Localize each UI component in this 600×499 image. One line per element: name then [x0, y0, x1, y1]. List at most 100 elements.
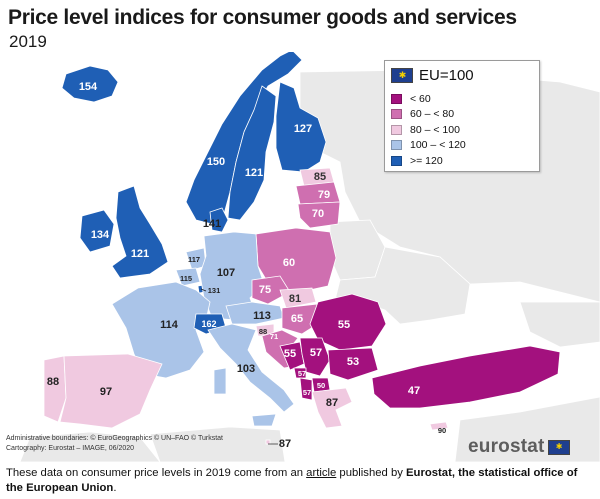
value-label-uk: 121 — [131, 248, 149, 260]
page-title: Price level indices for consumer goods a… — [8, 6, 517, 29]
legend-swatch — [391, 124, 402, 135]
legend-label: 60 – < 80 — [410, 108, 455, 121]
region-serbia — [299, 337, 331, 377]
value-label-cyprus: 90 — [438, 426, 446, 435]
region-poland — [255, 227, 337, 293]
legend-header: ✱ EU=100 — [391, 67, 474, 84]
region-uk — [111, 185, 169, 279]
legend-swatch — [391, 155, 402, 166]
legend-swatch — [391, 93, 402, 104]
value-label-norway: 150 — [207, 156, 225, 168]
region-morocco — [19, 431, 161, 462]
eurostat-wordmark: eurostat — [468, 436, 545, 457]
region-bulgaria — [327, 347, 379, 381]
region-lithuania — [297, 201, 341, 229]
value-label-estonia: 85 — [314, 171, 326, 183]
value-label-hungary: 65 — [291, 313, 303, 325]
caption-part2: published by — [336, 467, 407, 479]
region-algeria-tunisia — [149, 426, 286, 462]
page-subtitle: 2019 — [9, 32, 47, 51]
value-label-iceland: 154 — [79, 81, 98, 93]
value-label-sweden: 121 — [245, 167, 263, 179]
legend-title: EU=100 — [419, 67, 474, 84]
value-label-switzerland: 162 — [201, 319, 216, 329]
legend-row: < 60 — [391, 91, 466, 107]
value-label-montenegro: 57 — [298, 369, 306, 378]
region-belgium — [175, 267, 201, 287]
value-label-luxembourg: 131 — [208, 286, 221, 295]
value-label-portugal: 88 — [47, 376, 59, 388]
value-label-france: 114 — [160, 319, 179, 331]
value-label-poland: 60 — [283, 257, 295, 269]
eu-flag-icon: ✱ — [547, 439, 570, 455]
luxembourg-leader-line — [200, 288, 207, 292]
legend-rows: < 60 60 – < 80 80 – < 100 100 – < 120 >=… — [391, 91, 466, 169]
value-label-bulgaria: 53 — [347, 356, 359, 368]
value-label-czechia: 75 — [259, 284, 271, 296]
value-label-albania: 57 — [303, 388, 311, 397]
value-label-germany: 107 — [217, 267, 235, 279]
region-portugal — [43, 355, 67, 423]
value-label-finland: 127 — [294, 123, 312, 135]
value-label-malta: 87 — [279, 438, 291, 450]
legend-label: >= 120 — [410, 154, 443, 167]
value-label-turkey: 47 — [408, 385, 420, 397]
eu-flag-icon: ✱ — [391, 68, 413, 83]
region-france — [111, 281, 211, 379]
value-label-romania: 55 — [338, 319, 350, 331]
value-label-ireland: 134 — [91, 229, 110, 241]
caption-part1: These data on consumer price levels in 2… — [6, 467, 307, 479]
value-label-belgium: 115 — [180, 274, 192, 283]
region-sicily — [251, 413, 277, 427]
value-label-netherlands: 117 — [188, 255, 200, 264]
value-label-croatia: 71 — [270, 332, 278, 341]
caption-part3: . — [113, 482, 117, 494]
region-spain — [59, 353, 163, 429]
legend-label: 80 – < 100 — [410, 123, 460, 136]
legend-swatch — [391, 109, 402, 120]
value-label-lithuania: 70 — [312, 208, 324, 220]
region-iceland — [61, 65, 119, 103]
map-legend: ✱ EU=100 < 60 60 – < 80 80 – < 100 100 –… — [384, 60, 540, 172]
region-caucasus — [519, 301, 600, 348]
value-label-north-macedonia: 50 — [317, 381, 325, 390]
legend-row: 100 – < 120 — [391, 138, 466, 154]
value-label-bih: 55 — [284, 348, 296, 360]
region-greece — [311, 387, 353, 429]
value-label-latvia: 79 — [318, 189, 330, 201]
value-label-serbia: 57 — [310, 347, 322, 359]
eurostat-logo: eurostat ✱ — [468, 436, 570, 458]
legend-swatch — [391, 140, 402, 151]
map-credits: Administrative boundaries: © EuroGeograp… — [6, 434, 223, 454]
region-malta — [265, 439, 271, 445]
legend-row: >= 120 — [391, 153, 466, 169]
region-turkey — [371, 345, 561, 409]
value-label-slovakia: 81 — [289, 293, 301, 305]
value-label-denmark: 141 — [203, 218, 221, 230]
credits-boundaries: Administrative boundaries: © EuroGeograp… — [6, 435, 224, 442]
value-label-slovenia: 88 — [259, 327, 267, 336]
legend-label: 100 – < 120 — [410, 139, 466, 152]
region-sweden — [227, 85, 277, 221]
legend-row: 60 – < 80 — [391, 107, 466, 123]
value-label-austria: 113 — [253, 310, 271, 322]
region-romania — [309, 293, 387, 351]
legend-row: 80 – < 100 — [391, 122, 466, 138]
region-sardinia — [213, 367, 227, 395]
caption-publisher: Eurostat, the statistical office of the … — [6, 467, 578, 494]
value-label-spain: 97 — [100, 386, 112, 398]
region-denmark — [209, 207, 229, 233]
value-label-italy: 103 — [237, 363, 255, 375]
region-albania — [299, 377, 313, 401]
region-cyprus — [429, 421, 449, 431]
region-slovakia — [279, 287, 317, 309]
legend-label: < 60 — [410, 92, 431, 105]
value-label-greece: 87 — [326, 397, 338, 409]
caption-text: These data on consumer price levels in 2… — [6, 466, 596, 496]
region-montenegro — [293, 367, 307, 379]
article-link[interactable]: article — [306, 467, 337, 479]
credits-cartography: Cartography: Eurostat – IMAGE, 06/2020 — [6, 445, 135, 452]
region-ireland — [79, 209, 115, 253]
region-czechia — [251, 275, 291, 305]
region-finland — [275, 81, 327, 173]
